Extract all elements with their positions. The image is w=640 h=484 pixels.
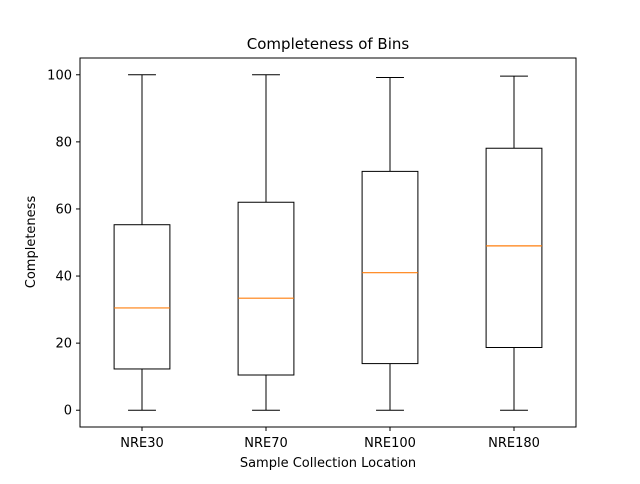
x-tick-label: NRE70 [244, 436, 288, 451]
box-iqr [485, 147, 543, 348]
x-tick-label: NRE100 [364, 436, 416, 451]
y-tick-label: 80 [55, 135, 72, 150]
box-iqr [361, 170, 419, 365]
y-axis: 0 20 40 60 80 100 [47, 68, 80, 419]
y-tick-label: 60 [55, 202, 72, 217]
y-tick-label: 100 [47, 68, 72, 83]
box-nre100 [361, 76, 419, 411]
box-nre70 [237, 74, 295, 411]
box-iqr [113, 224, 171, 370]
box-series [113, 74, 543, 411]
box-iqr [237, 201, 295, 376]
y-tick-label: 20 [55, 337, 72, 352]
x-axis: NRE30 NRE70 NRE100 NRE180 [120, 427, 540, 451]
y-tick-label: 40 [55, 270, 72, 285]
box-nre30 [113, 74, 171, 411]
x-tick-label: NRE180 [488, 436, 540, 451]
x-axis-label: Sample Collection Location [240, 456, 416, 471]
chart-title: Completeness of Bins [247, 35, 410, 53]
plot-area-frame [79, 57, 577, 428]
x-tick-label: NRE30 [120, 436, 164, 451]
y-tick-label: 0 [64, 404, 72, 419]
y-axis-label: Completeness [24, 196, 39, 289]
box-nre180 [485, 75, 543, 411]
